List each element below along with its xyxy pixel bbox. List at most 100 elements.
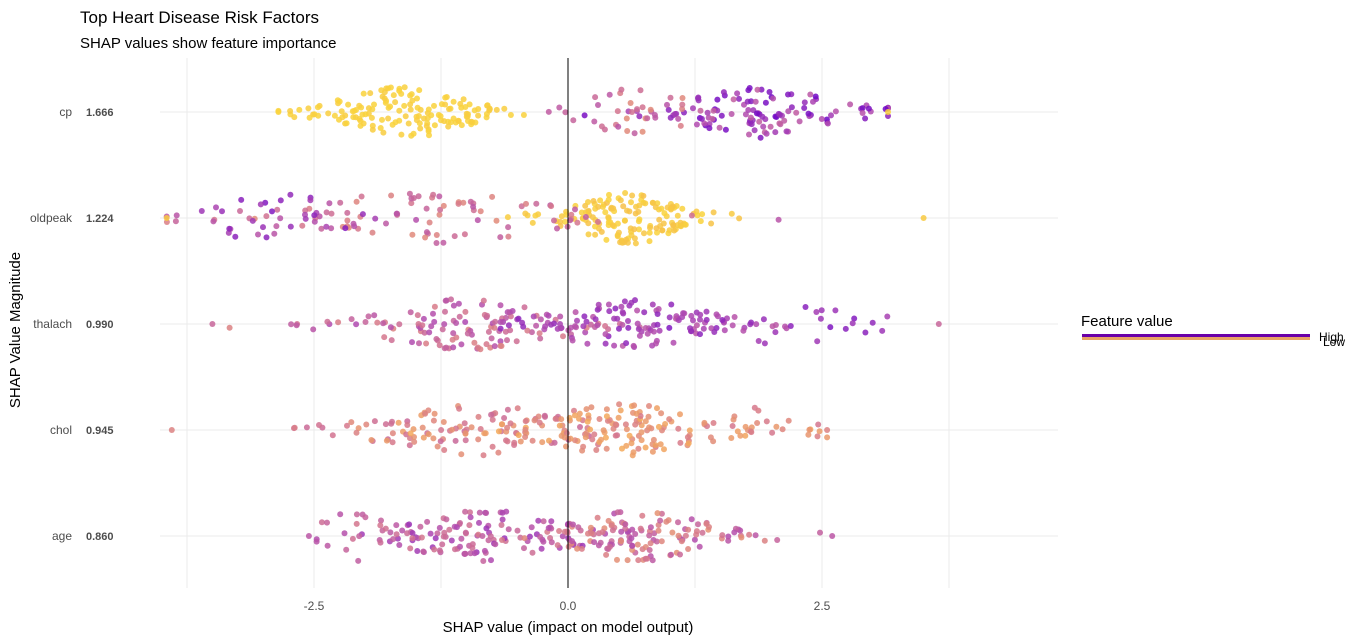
shap-point-chol bbox=[501, 415, 508, 421]
shap-point-age bbox=[691, 536, 698, 543]
shap-point-cp bbox=[770, 95, 777, 102]
shap-point-oldpeak bbox=[568, 211, 575, 218]
shap-point-thalach bbox=[802, 304, 809, 310]
shap-point-thalach bbox=[688, 312, 695, 319]
shap-point-cp bbox=[709, 115, 716, 122]
shap-point-cp bbox=[756, 118, 763, 125]
shap-point-age bbox=[396, 542, 403, 548]
shap-point-oldpeak bbox=[423, 205, 430, 212]
shap-point-thalach bbox=[614, 315, 621, 322]
shap-point-chol bbox=[507, 420, 514, 427]
shap-point-oldpeak bbox=[646, 238, 653, 245]
shap-point-oldpeak bbox=[670, 222, 677, 228]
shap-point-cp bbox=[728, 111, 735, 117]
shap-point-thalach bbox=[484, 312, 491, 319]
shap-point-oldpeak bbox=[232, 233, 239, 240]
shap-point-chol bbox=[603, 445, 610, 452]
shap-point-thalach bbox=[471, 339, 478, 346]
shap-point-chol bbox=[475, 436, 482, 443]
shap-point-cp bbox=[357, 122, 364, 129]
shap-point-thalach bbox=[849, 320, 856, 327]
shap-point-chol bbox=[475, 413, 482, 420]
shap-point-age bbox=[663, 518, 670, 525]
shap-point-oldpeak bbox=[437, 206, 444, 213]
shap-point-thalach bbox=[388, 337, 395, 344]
shap-point-age bbox=[654, 510, 661, 517]
shap-point-age bbox=[725, 533, 732, 540]
shap-point-chol bbox=[603, 406, 610, 413]
shap-point-chol bbox=[769, 429, 776, 436]
shap-point-oldpeak bbox=[342, 225, 349, 232]
shap-point-thalach bbox=[670, 339, 677, 346]
shap-point-chol bbox=[522, 418, 529, 425]
shap-point-chol bbox=[383, 437, 390, 444]
shap-point-thalach bbox=[492, 318, 499, 325]
shap-point-thalach bbox=[387, 324, 394, 331]
shap-point-oldpeak bbox=[433, 240, 440, 246]
shap-point-chol bbox=[542, 413, 548, 420]
shap-point-cp bbox=[615, 123, 622, 130]
shap-point-thalach bbox=[587, 321, 594, 328]
shap-point-cp bbox=[369, 126, 376, 133]
shap-point-chol bbox=[449, 426, 455, 433]
shap-point-oldpeak bbox=[263, 234, 270, 241]
shap-point-age bbox=[488, 557, 494, 564]
shap-point-cp bbox=[760, 123, 767, 130]
shap-point-thalach bbox=[644, 330, 651, 337]
shap-point-cp bbox=[581, 112, 588, 119]
shap-point-chol bbox=[622, 421, 629, 428]
shap-point-oldpeak bbox=[642, 200, 649, 207]
shap-point-age bbox=[313, 538, 320, 545]
shap-point-thalach bbox=[380, 320, 387, 327]
shap-point-chol bbox=[593, 447, 600, 453]
feature-magnitude: 1.666 bbox=[86, 107, 114, 119]
shap-point-cp bbox=[556, 104, 563, 111]
shap-point-cp bbox=[425, 128, 432, 135]
shap-point-chol bbox=[522, 426, 529, 433]
shap-point-chol bbox=[552, 415, 559, 422]
shap-point-cp bbox=[665, 106, 672, 113]
shap-point-cp bbox=[763, 130, 770, 137]
shap-point-chol bbox=[701, 419, 708, 426]
shap-point-cp bbox=[365, 105, 372, 112]
shap-point-chol bbox=[785, 417, 792, 424]
shap-point-age bbox=[432, 535, 439, 542]
shap-point-age bbox=[574, 545, 581, 552]
shap-point-oldpeak bbox=[433, 232, 440, 238]
shap-point-oldpeak bbox=[307, 197, 314, 204]
shap-point-thalach bbox=[414, 312, 421, 319]
shap-point-chol bbox=[598, 436, 604, 443]
shap-point-oldpeak bbox=[440, 239, 447, 246]
shap-point-chol bbox=[438, 427, 445, 433]
shap-point-cp bbox=[359, 111, 366, 118]
shap-point-thalach bbox=[450, 344, 457, 351]
shap-point-oldpeak bbox=[299, 222, 306, 229]
shap-point-chol bbox=[755, 407, 762, 414]
shap-point-cp bbox=[455, 118, 462, 124]
shap-point-age bbox=[521, 545, 527, 552]
shap-point-age bbox=[528, 524, 535, 531]
shap-point-oldpeak bbox=[590, 198, 597, 204]
shap-point-age bbox=[337, 511, 344, 518]
shap-point-cp bbox=[776, 120, 783, 127]
shap-point-age bbox=[355, 557, 362, 564]
shap-point-oldpeak bbox=[582, 214, 589, 220]
shap-point-chol bbox=[707, 434, 714, 441]
shap-point-chol bbox=[515, 432, 522, 439]
shap-point-thalach bbox=[625, 318, 631, 324]
shap-point-chol bbox=[666, 416, 673, 423]
shap-point-age bbox=[559, 533, 566, 540]
shap-point-age bbox=[653, 538, 660, 545]
shap-point-cp bbox=[401, 84, 408, 91]
shap-point-chol bbox=[685, 440, 692, 447]
shap-point-thalach bbox=[697, 331, 703, 338]
shap-point-chol bbox=[168, 427, 175, 433]
shap-point-thalach bbox=[711, 329, 718, 335]
shap-point-oldpeak bbox=[585, 199, 591, 205]
shap-point-thalach bbox=[443, 344, 450, 351]
shap-point-thalach bbox=[288, 321, 295, 328]
shap-point-oldpeak bbox=[493, 217, 500, 224]
shap-point-thalach bbox=[748, 319, 755, 326]
shap-point-age bbox=[540, 538, 547, 545]
shap-point-thalach bbox=[455, 300, 462, 307]
